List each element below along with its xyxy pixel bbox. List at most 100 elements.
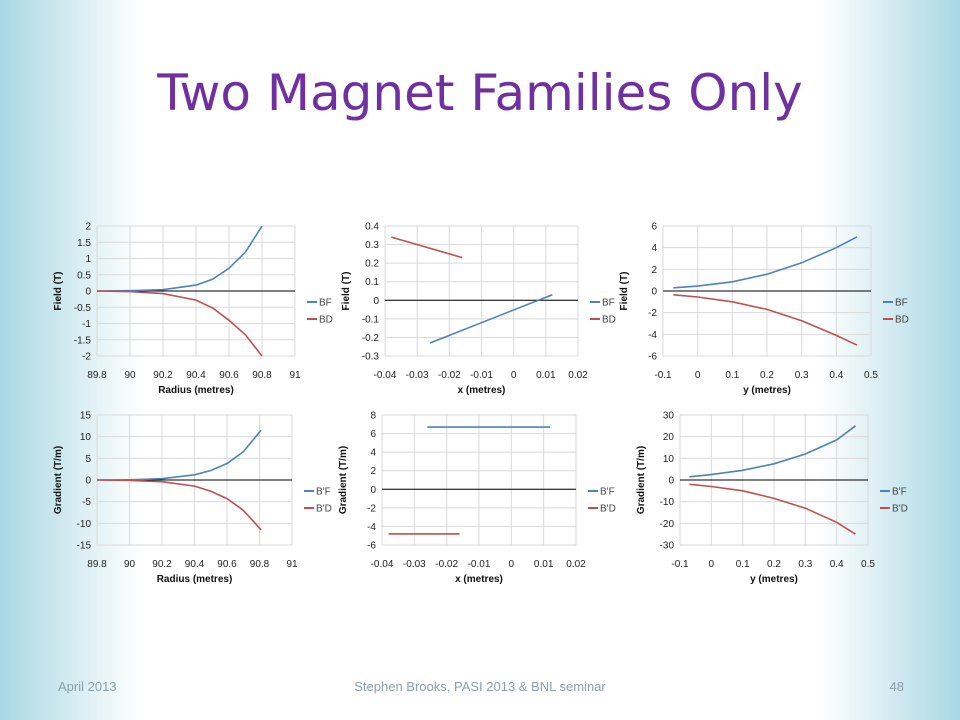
footer-author: Stephen Brooks, PASI 2013 & BNL seminar [354,679,606,694]
legend-label: B'D [600,504,616,515]
x-tick-label: -0.01 [470,370,493,381]
x-tick-label: -0.02 [435,559,458,570]
y-tick-label: 0.2 [365,259,379,270]
y-tick-label: -20 [660,519,675,530]
x-tick-label: 91 [289,370,301,381]
legend-label: BD [319,315,333,326]
y-tick-label: -30 [660,541,675,552]
x-tick-label: -0.03 [403,559,426,570]
y-tick-label: 5 [85,454,91,465]
y-tick-label: -15 [77,541,92,552]
y-tick-label: 0 [668,476,674,487]
y-tick-label: 0 [373,296,379,307]
y-tick-label: -2 [82,352,91,363]
x-tick-label: 0.01 [534,559,554,570]
y-tick-label: 0 [85,476,91,487]
y-tick-label: 6 [651,222,657,233]
y-axis-label: Field (T) [341,272,352,311]
slide-title: Two Magnet Families Only [157,64,803,122]
y-tick-label: 30 [663,411,675,422]
y-tick-label: 10 [663,454,675,465]
y-axis-label: Gradient (T/m) [338,446,349,514]
x-tick-label: 0.1 [725,370,739,381]
series-line-f [429,293,553,344]
x-tick-label: 0.02 [566,559,586,570]
series-line-d [689,483,856,535]
y-tick-label: -2 [367,503,376,514]
x-tick-label: 90 [124,559,136,570]
chart-1: 89.8 90 90.2 90.4 90.6 90.8 91 -2 -1.5 -1 -0.5 0 0.5… [53,222,333,397]
x-tick-label: 0.02 [568,370,588,381]
y-tick-label: -4 [648,330,657,341]
legend-label: BD [895,315,909,326]
chart-6: -0.1 0 0.1 0.2 0.3 0.4 0.5 -30 -20 -10 0 10 20 30 y (m… [636,411,908,586]
y-tick-label: 6 [370,429,376,440]
y-tick-label: -1.5 [74,335,92,346]
chart-4: 89.8 90 90.2 90.4 90.6 90.8 91 -15 -10 -5 0 5 10 15 Ra… [53,411,332,586]
y-tick-label: -10 [660,497,675,508]
y-tick-label: 0.3 [365,240,379,251]
x-tick-label: 0 [695,370,701,381]
y-tick-label: -0.2 [362,333,380,344]
chart-3: -0.1 0 0.1 0.2 0.3 0.4 0.5 -6 -4 -2 0 2 4 6 y (metres)… [619,222,909,397]
y-tick-label: 20 [663,432,675,443]
legend-label: BF [319,298,332,309]
x-tick-label: 89.8 [87,370,107,381]
y-tick-label: 2 [85,222,91,233]
x-tick-label: 0.4 [829,370,843,381]
y-tick-label: 2 [370,466,376,477]
x-tick-label: 91 [286,559,298,570]
x-tick-label: -0.1 [671,559,689,570]
series-line-f [96,225,263,292]
x-axis-label: y (metres) [743,385,791,396]
legend-label: B'F [892,487,907,498]
x-axis-label: x (metres) [458,385,506,396]
x-tick-label: 0.01 [536,370,556,381]
x-tick-label: 90.8 [250,559,270,570]
y-axis-label: Field (T) [53,272,64,311]
y-tick-label: -0.3 [362,352,380,363]
x-tick-label: 90.6 [219,370,239,381]
y-axis-label: Gradient (T/m) [53,446,64,514]
y-axis-label: Field (T) [619,272,630,311]
x-tick-label: 0.2 [760,370,774,381]
x-tick-label: 0.5 [864,370,878,381]
x-tick-label: 0.3 [798,559,812,570]
x-axis-label: x (metres) [455,574,503,585]
y-axis-label: Gradient (T/m) [636,446,647,514]
legend-label: B'F [316,487,331,498]
footer-page-number: 48 [889,679,904,694]
x-tick-label: 0 [511,370,517,381]
y-tick-label: 0.4 [365,222,379,233]
legend-label: BF [895,298,908,309]
legend-label: B'D [316,504,332,515]
legend-label: B'D [892,504,908,515]
x-tick-label: 89.8 [87,559,107,570]
x-tick-label: 90.2 [152,559,172,570]
y-tick-label: -1 [82,319,91,330]
y-tick-label: 2 [651,265,657,276]
x-tick-label: -0.04 [374,370,397,381]
x-tick-label: -0.03 [406,370,429,381]
x-tick-label: 90.6 [217,559,237,570]
y-tick-label: 8 [370,411,376,422]
y-tick-label: 0 [85,287,91,298]
x-tick-label: 0.5 [861,559,875,570]
y-tick-label: -4 [367,522,376,533]
y-tick-label: 4 [651,243,657,254]
legend-label: BF [602,298,615,309]
legend-label: B'F [600,487,615,498]
footer-date: April 2013 [58,679,117,694]
y-tick-label: 4 [370,448,376,459]
series-line-f [96,429,262,481]
y-tick-label: -10 [77,519,92,530]
y-tick-label: -2 [648,308,657,319]
x-tick-label: 90.4 [185,559,205,570]
x-tick-label: 90.8 [252,370,272,381]
series-line-d [96,479,262,531]
x-tick-label: 0 [509,559,515,570]
x-tick-label: 0.4 [830,559,844,570]
series-line-f [689,425,856,478]
x-axis-label: Radius (metres) [157,574,233,585]
